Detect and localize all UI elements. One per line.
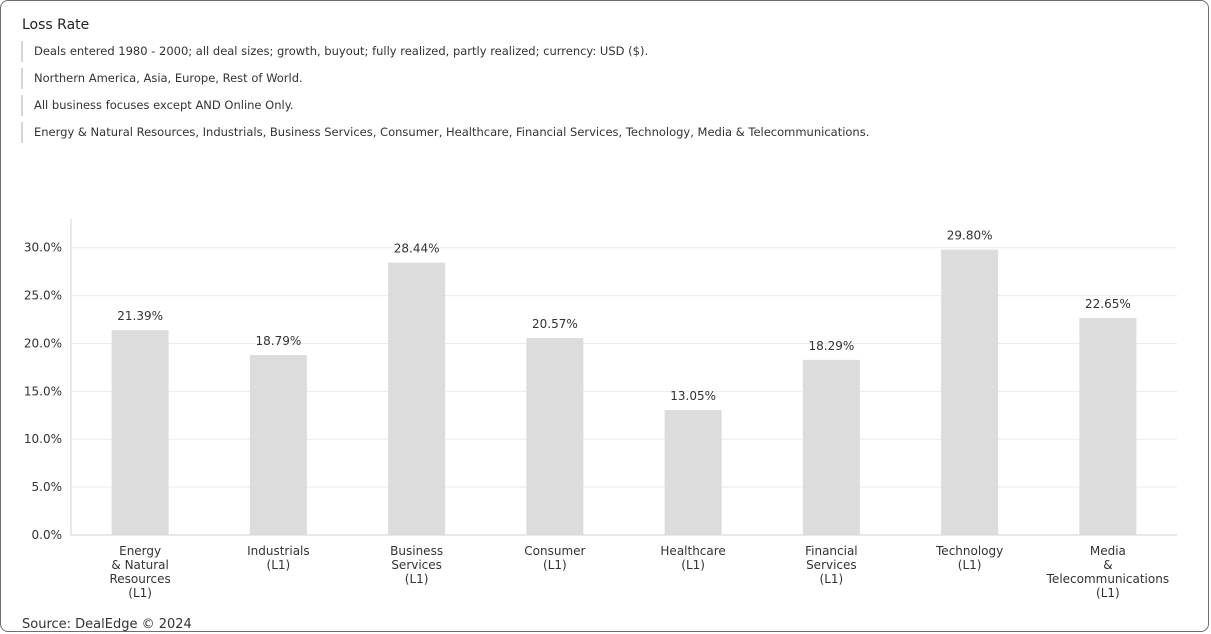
category-label: Media & Telecommunications (L1) — [1046, 544, 1169, 600]
data-label: 21.39% — [117, 309, 163, 323]
category-label: Energy & Natural Resources (L1) — [109, 544, 170, 600]
bar — [802, 359, 860, 535]
category-label: Industrials (L1) — [247, 544, 310, 572]
bar — [249, 355, 307, 535]
data-label: 29.80% — [947, 229, 993, 243]
category-label: Financial Services (L1) — [805, 544, 858, 586]
y-tick-label: 15.0% — [24, 384, 62, 398]
data-label: 28.44% — [394, 242, 440, 256]
bar — [941, 249, 999, 535]
category-label: Consumer (L1) — [524, 544, 585, 572]
filter-regions: Northern America, Asia, Europe, Rest of … — [21, 68, 303, 89]
category-label: Technology (L1) — [935, 544, 1003, 572]
y-tick-label: 20.0% — [24, 336, 62, 350]
y-tick-label: 0.0% — [32, 528, 63, 542]
data-label: 20.57% — [532, 317, 578, 331]
source-note: Source: DealEdge © 2024 — [22, 617, 192, 632]
y-tick-label: 30.0% — [24, 241, 62, 255]
data-label: 13.05% — [670, 389, 716, 403]
data-label: 18.79% — [255, 334, 301, 348]
filter-business-focus: All business focuses except AND Online O… — [21, 95, 294, 116]
y-tick-label: 5.0% — [32, 480, 63, 494]
bar — [388, 262, 446, 535]
bar — [1079, 318, 1137, 535]
category-label: Healthcare (L1) — [660, 544, 725, 572]
data-label: 22.65% — [1085, 297, 1131, 311]
bar — [111, 330, 169, 535]
bar — [526, 338, 584, 535]
chart-title: Loss Rate — [22, 17, 90, 33]
filter-industries: Energy & Natural Resources, Industrials,… — [21, 122, 869, 143]
bar — [664, 410, 722, 535]
filter-deals: Deals entered 1980 - 2000; all deal size… — [21, 41, 648, 62]
y-tick-label: 25.0% — [24, 289, 62, 303]
y-tick-label: 10.0% — [24, 432, 62, 446]
category-label: Business Services (L1) — [390, 544, 443, 586]
data-label: 18.29% — [808, 339, 854, 353]
